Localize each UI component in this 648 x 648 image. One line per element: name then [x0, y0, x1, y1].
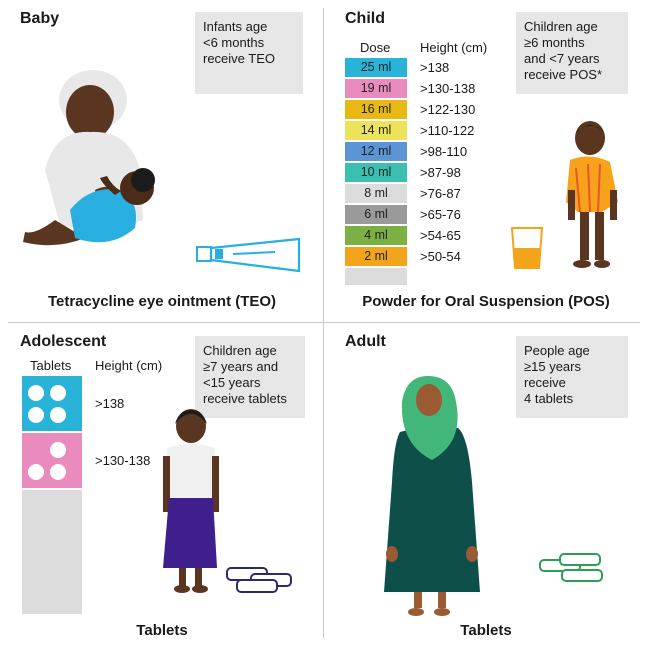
child-info-line: receive POS*: [524, 67, 603, 82]
tablet-dot-icon: [50, 407, 66, 423]
adolescent-info-line: receive tablets: [203, 391, 287, 406]
adolescent-caption: Tablets: [136, 622, 188, 639]
dose-height-label: >122-130: [420, 102, 476, 117]
vertical-divider: [323, 8, 324, 638]
dose-cell: 2 ml: [345, 247, 407, 266]
ointment-tube-icon: [196, 237, 301, 273]
dose-height-label: >138: [420, 60, 450, 75]
adolescent-info-box: Children age ≥7 years and <15 years rece…: [195, 336, 305, 418]
dose-cell: 25 ml: [345, 58, 407, 77]
dose-height-label: >98-110: [420, 144, 468, 159]
adult-caption: Tablets: [460, 622, 512, 639]
child-info-box: Children age ≥6 months and <7 years rece…: [516, 12, 628, 94]
dose-height-label: >110-122: [420, 123, 475, 138]
adult-info-line: People age: [524, 343, 590, 358]
child-info-line: Children age: [524, 19, 598, 34]
dose-height-label: >54-65: [420, 228, 461, 243]
baby-info-line: receive TEO: [203, 51, 276, 66]
adult-woman-illustration: [384, 376, 480, 616]
adolescent-info-line: <15 years: [203, 375, 261, 390]
dose-cell: 10 ml: [345, 163, 407, 182]
dose-table-base: [345, 268, 407, 285]
dose-height-label: >87-98: [420, 165, 461, 180]
dose-cell: 6 ml: [345, 205, 407, 224]
child-info-line: ≥6 months: [524, 35, 585, 50]
adult-title: Adult: [345, 333, 386, 350]
child-caption: Powder for Oral Suspension (POS): [362, 293, 610, 310]
dose-column-header: Dose: [360, 40, 391, 55]
tablets-column-header: Tablets: [30, 358, 72, 373]
dose-cell: 14 ml: [345, 121, 407, 140]
tablet-dot-icon: [50, 442, 66, 458]
baby-title: Baby: [20, 10, 60, 27]
mother-and-baby-illustration: [23, 70, 155, 246]
adolescent-info-line: ≥7 years and: [203, 359, 279, 374]
height-column-header: Height (cm): [420, 40, 488, 55]
dose-height-label: >50-54: [420, 249, 461, 264]
tablet-dose-cell: [22, 376, 82, 431]
baby-info-line: Infants age: [203, 19, 268, 34]
dose-cell: 8 ml: [345, 184, 407, 203]
adult-info-box: People age ≥15 years receive 4 tablets: [516, 336, 628, 418]
dose-height-label: >76-87: [420, 186, 461, 201]
adult-tablets-icon: [539, 553, 603, 582]
child-title: Child: [345, 10, 385, 27]
tablet-dot-icon: [28, 464, 44, 480]
tablet-dot-icon: [50, 464, 66, 480]
dose-cell: 12 ml: [345, 142, 407, 161]
tablet-dot-icon: [28, 407, 44, 423]
tablet-dose-cell: [22, 433, 82, 488]
adult-info-line: ≥15 years: [524, 359, 581, 374]
adolescent-info-line: Children age: [203, 343, 277, 358]
horizontal-divider: [8, 322, 640, 323]
child-illustration: [510, 121, 618, 269]
adult-info-line: receive: [524, 375, 566, 390]
adolescent-illustration: [163, 409, 292, 593]
adult-info-line: 4 tablets: [524, 391, 574, 406]
baby-info-box: Infants age <6 months receive TEO: [195, 12, 303, 94]
dose-height-label: >130-138: [420, 81, 476, 96]
tablet-dot-icon: [50, 385, 66, 401]
tablet-table-base: [22, 490, 82, 614]
baby-info-line: <6 months: [203, 35, 265, 50]
tablet-height-label: >138: [95, 396, 125, 411]
baby-caption: Tetracycline eye ointment (TEO): [47, 293, 277, 310]
dose-height-label: >65-76: [420, 207, 461, 222]
dose-cell: 4 ml: [345, 226, 407, 245]
dose-cell: 16 ml: [345, 100, 407, 119]
adolescent-title: Adolescent: [20, 333, 107, 350]
tablet-dot-icon: [28, 385, 44, 401]
tablet-height-label: >130-138: [95, 453, 151, 468]
adolescent-height-column-header: Height (cm): [95, 358, 163, 373]
dose-cell: 19 ml: [345, 79, 407, 98]
child-info-line: and <7 years: [524, 51, 600, 66]
